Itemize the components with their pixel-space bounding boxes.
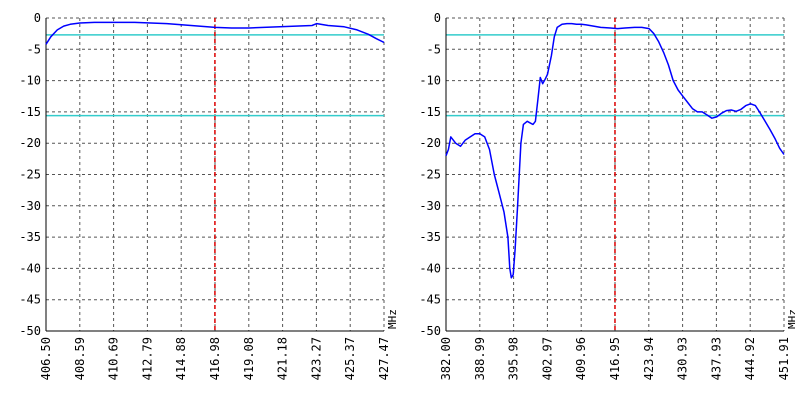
left-plot-x-tick-label: 408.59 [73, 337, 87, 380]
right-plot-x-tick-label: 409.96 [574, 337, 588, 380]
right-plot-x-tick-label: 451.91 [777, 337, 791, 380]
left-plot-y-tick-label: -15 [19, 105, 41, 119]
left-plot-y-tick-label: -50 [19, 324, 41, 338]
right-plot-y-tick-label: -15 [419, 105, 441, 119]
right-plot-y-tick-label: -5 [427, 42, 441, 56]
right-plot-y-tick-label: -20 [419, 136, 441, 150]
left-plot-y-tick-label: -20 [19, 136, 41, 150]
left-plot-trace-line [45, 21, 385, 45]
right-plot-x-tick-label: 402.97 [540, 337, 554, 380]
right-plot-x-tick-label: 444.92 [743, 337, 757, 380]
right-plot-y-tick-label: 0 [434, 11, 441, 25]
left-plot-x-tick-label: 425.37 [343, 337, 357, 380]
left-plot-x-tick-label: 412.79 [140, 337, 154, 380]
left-plot-y-tick-label: -30 [19, 199, 41, 213]
left-plot-y-tick-label: -40 [19, 261, 41, 275]
right-plot-y-tick-label: -45 [419, 293, 441, 307]
left-plot-x-unit-label: MHz [386, 309, 399, 329]
right-plot-y-tick-label: -35 [419, 230, 441, 244]
right-plot-x-tick-label: 382.00 [439, 337, 453, 380]
left-plot-y-tick-label: -5 [27, 42, 41, 56]
left-plot-y-tick-label: 0 [34, 11, 41, 25]
right-plot-y-tick-label: -50 [419, 324, 441, 338]
left-plot-x-tick-label: 419.08 [242, 337, 256, 380]
right-plot-x-tick-label: 416.95 [608, 337, 622, 380]
right-plot-x-unit-label: MHz [786, 309, 795, 329]
left-plot-x-tick-label: 414.88 [174, 337, 188, 380]
right-plot-x-tick-label: 437.93 [709, 337, 723, 380]
right-plot-x-tick-label: 388.99 [473, 337, 487, 380]
right-plot-x-tick-label: 423.94 [642, 337, 656, 380]
right-plot-y-tick-label: -25 [419, 168, 441, 182]
left-plot-x-tick-label: 423.27 [309, 337, 323, 380]
right-plot-y-tick-label: -40 [419, 261, 441, 275]
left-plot-y-tick-label: -35 [19, 230, 41, 244]
right-plot-trace-line [445, 22, 785, 279]
right-plot-y-tick-label: -10 [419, 74, 441, 88]
left-plot-y-tick-label: -45 [19, 293, 41, 307]
right-plot-x-tick-label: 430.93 [676, 337, 690, 380]
left-plot-y-tick-label: -10 [19, 74, 41, 88]
left-plot-x-tick-label: 421.18 [276, 337, 290, 380]
right-plot-y-tick-label: -30 [419, 199, 441, 213]
left-plot-y-tick-label: -25 [19, 168, 41, 182]
left-plot-x-tick-label: 410.69 [107, 337, 121, 380]
left-plot-x-tick-label: 406.50 [39, 337, 53, 380]
left-plot-x-tick-label: 416.98 [208, 337, 222, 380]
left-plot-x-tick-label: 427.47 [377, 337, 391, 380]
right-plot-x-tick-label: 395.98 [507, 337, 521, 380]
